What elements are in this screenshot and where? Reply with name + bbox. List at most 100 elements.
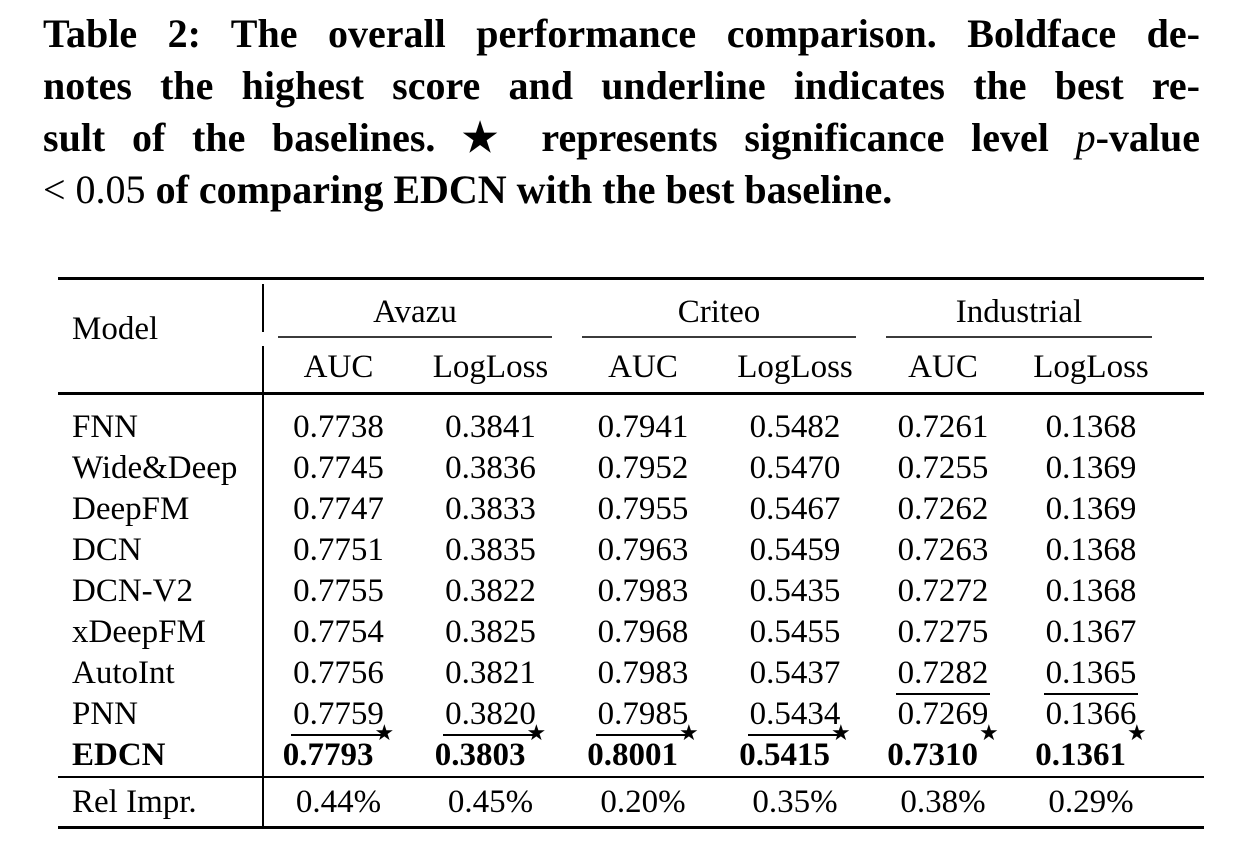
- table-row-autoint: AutoInt 0.7756 0.3821 0.7983 0.5437 0.72…: [58, 653, 1204, 695]
- cell: 0.7955: [567, 489, 719, 530]
- cell: 0.1368: [1015, 407, 1167, 448]
- value: 0.7756: [293, 655, 384, 691]
- performance-table: Avazu Criteo Industrial AUC LogLoss AUC …: [58, 277, 1204, 829]
- vertical-rule-segment: [262, 346, 264, 392]
- value: 0.1368: [1045, 573, 1137, 609]
- spacer: [1167, 489, 1204, 530]
- underlined-value: 0.5434: [747, 696, 843, 736]
- value: 0.7262: [897, 491, 989, 527]
- industrial-cmidrule: [886, 336, 1152, 338]
- group-header-row: Avazu Criteo Industrial: [58, 280, 1204, 336]
- table-row-dcn: DCN 0.7751 0.3835 0.7963 0.5459 0.7263 0…: [58, 530, 1204, 571]
- group-underline-row: [58, 336, 1204, 338]
- value: 0.7738: [293, 409, 384, 445]
- cell: 0.1368: [1015, 571, 1167, 612]
- cell: 0.7738: [263, 407, 414, 448]
- underlined-value: 0.3820: [443, 696, 538, 736]
- underlined-value: 0.7282: [895, 655, 991, 695]
- cell: 0.1361★: [1015, 723, 1167, 776]
- cell: 0.44%: [263, 778, 414, 826]
- cell: 0.3836: [414, 448, 567, 489]
- value: 0.1369: [1045, 491, 1137, 527]
- value: 0.7983: [597, 655, 689, 691]
- header-criteo-auc: AUC: [608, 349, 678, 385]
- model-name: Wide&Deep: [72, 450, 238, 486]
- avazu-cmidrule-wrap: [263, 336, 567, 338]
- cell: 0.5437: [719, 653, 871, 694]
- value: 0.35%: [752, 784, 838, 820]
- cell: 0.20%: [567, 778, 719, 826]
- star-icon: ★: [679, 721, 699, 746]
- value: 0.7955: [597, 491, 689, 527]
- value: 0.3803: [434, 737, 526, 773]
- value: 0.7272: [897, 573, 989, 609]
- value: 0.3825: [445, 614, 536, 650]
- spacer: [1167, 653, 1204, 694]
- value: 0.7941: [597, 409, 689, 445]
- value: 0.7751: [293, 532, 384, 568]
- value: 0.1367: [1045, 614, 1137, 650]
- industrial-cmidrule-wrap: [871, 336, 1167, 338]
- model-name: DeepFM: [72, 491, 190, 527]
- cell: 0.7941: [567, 407, 719, 448]
- table-row-xdeepfm: xDeepFM 0.7754 0.3825 0.7968 0.5455 0.72…: [58, 612, 1204, 653]
- value: 0.7310: [887, 737, 978, 773]
- cell: 0.1369: [1015, 489, 1167, 530]
- cell: 0.7755: [263, 571, 414, 612]
- rel-impr-label: Rel Impr.: [72, 784, 197, 820]
- cell: 0.7263: [871, 530, 1015, 571]
- cell: 0.7983: [567, 653, 719, 694]
- cell: 0.7968: [567, 612, 719, 653]
- value: 0.7747: [293, 491, 384, 527]
- table-row-widedeep: Wide&Deep 0.7745 0.3836 0.7952 0.5470 0.…: [58, 448, 1204, 489]
- star-icon: ★: [831, 721, 851, 746]
- cell: 0.3803★: [414, 723, 567, 776]
- cell: 0.1367: [1015, 612, 1167, 653]
- underlined-value: 0.7985: [595, 696, 691, 736]
- value: 0.1366: [1045, 696, 1137, 732]
- vertical-rule-segment: [262, 395, 264, 826]
- value: 0.7952: [597, 450, 689, 486]
- table-row-dcnv2: DCN-V2 0.7755 0.3822 0.7983 0.5435 0.727…: [58, 571, 1204, 612]
- cell: 0.5435: [719, 571, 871, 612]
- top-rule: [58, 277, 1204, 280]
- cell: 0.7963: [567, 530, 719, 571]
- metric-header-row: AUC LogLoss AUC LogLoss AUC LogLoss: [58, 338, 1204, 392]
- cell: 0.7282: [871, 653, 1015, 695]
- underlined-value: 0.1365: [1043, 655, 1139, 695]
- table-row-edcn: EDCN 0.7793★ 0.3803★ 0.8001★ 0.5415★ 0.7…: [58, 723, 1204, 776]
- spacer: [1167, 571, 1204, 612]
- value: 0.3833: [445, 491, 536, 527]
- table-row-rel-impr: Rel Impr. 0.44% 0.45% 0.20% 0.35% 0.38% …: [58, 778, 1204, 826]
- caption-line-2: notes the highest score and underline in…: [43, 63, 1200, 108]
- value: 0.8001: [587, 737, 678, 773]
- table-row-fnn: FNN 0.7738 0.3841 0.7941 0.5482 0.7261 0…: [58, 407, 1204, 448]
- cell: 0.45%: [414, 778, 567, 826]
- group-header-avazu: Avazu: [373, 293, 457, 330]
- model-name: xDeepFM: [72, 614, 206, 650]
- spacer: [1167, 612, 1204, 653]
- value: 0.38%: [900, 784, 986, 820]
- cell: 0.5470: [719, 448, 871, 489]
- cell: 0.3825: [414, 612, 567, 653]
- cell: 0.5415★: [719, 723, 871, 776]
- spacer: [1167, 448, 1204, 489]
- value: 0.7255: [897, 450, 989, 486]
- caption-text: of comparing EDCN with the best baseline…: [145, 167, 893, 212]
- cell: 0.7983: [567, 571, 719, 612]
- header-industrial-logloss: LogLoss: [1033, 349, 1149, 385]
- cell: 0.1365: [1015, 653, 1167, 695]
- caption-math: < 0.05: [43, 167, 146, 212]
- model-name: PNN: [72, 696, 139, 732]
- value: 0.7963: [597, 532, 689, 568]
- value: 0.3822: [445, 573, 536, 609]
- cell: 0.7759: [263, 694, 414, 736]
- value: 0.1368: [1045, 532, 1137, 568]
- cell: 0.5434: [719, 694, 871, 736]
- cell: 0.7952: [567, 448, 719, 489]
- value: 0.7745: [293, 450, 384, 486]
- value: 0.5435: [749, 573, 841, 609]
- cell: 0.3821: [414, 653, 567, 694]
- vertical-rule-segment: [262, 284, 264, 332]
- cell: 0.3833: [414, 489, 567, 530]
